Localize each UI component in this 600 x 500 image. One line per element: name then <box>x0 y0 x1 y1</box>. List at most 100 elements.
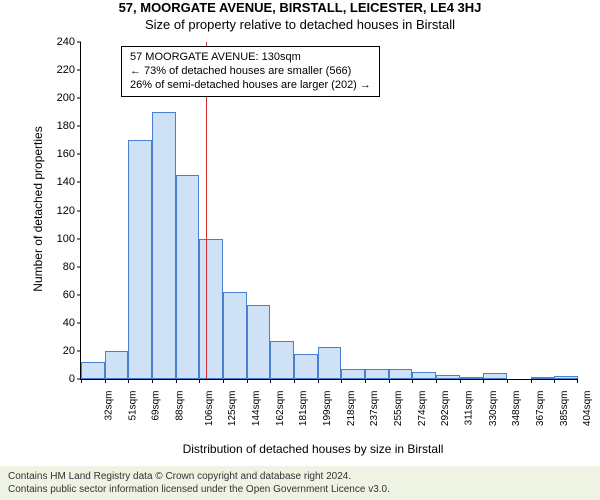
x-tick-label: 125sqm <box>227 391 238 427</box>
x-tick-mark <box>483 379 484 383</box>
annotation-box: 57 MOORGATE AVENUE: 130sqm← 73% of detac… <box>121 46 380 97</box>
x-tick-label: 404sqm <box>582 391 593 427</box>
histogram-bar <box>436 375 460 379</box>
x-tick-label: 385sqm <box>559 391 570 427</box>
x-tick-label: 69sqm <box>151 391 162 421</box>
y-tick-mark <box>77 210 81 211</box>
histogram-bar <box>389 369 413 379</box>
x-tick-mark <box>247 379 248 383</box>
x-tick-label: 218sqm <box>346 391 357 427</box>
footer-attribution: Contains HM Land Registry data © Crown c… <box>0 466 600 500</box>
x-tick-label: 367sqm <box>535 391 546 427</box>
y-tick-label: 0 <box>45 373 75 385</box>
x-tick-label: 199sqm <box>322 391 333 427</box>
x-tick-mark <box>436 379 437 383</box>
histogram-bar <box>412 372 436 379</box>
x-tick-mark <box>460 379 461 383</box>
x-tick-mark <box>199 379 200 383</box>
y-tick-label: 40 <box>45 317 75 329</box>
annotation-line: ← 73% of detached houses are smaller (56… <box>130 65 371 79</box>
histogram-bar <box>460 377 484 379</box>
x-tick-label: 255sqm <box>393 391 404 427</box>
histogram-bar <box>270 341 294 379</box>
y-tick-label: 80 <box>45 261 75 273</box>
x-tick-mark <box>389 379 390 383</box>
histogram-bar <box>365 369 389 379</box>
page-title: 57, MOORGATE AVENUE, BIRSTALL, LEICESTER… <box>0 0 600 15</box>
histogram-bar <box>81 362 105 379</box>
x-tick-label: 162sqm <box>275 391 286 427</box>
x-tick-mark <box>105 379 106 383</box>
y-tick-mark <box>77 322 81 323</box>
footer-line: Contains public sector information licen… <box>8 483 592 496</box>
x-tick-label: 106sqm <box>204 391 215 427</box>
histogram-bar <box>294 354 318 379</box>
y-tick-mark <box>77 42 81 43</box>
x-tick-mark <box>554 379 555 383</box>
histogram-bar <box>199 239 223 379</box>
histogram-bar <box>531 377 555 379</box>
x-tick-label: 348sqm <box>511 391 522 427</box>
annotation-line: 57 MOORGATE AVENUE: 130sqm <box>130 51 371 65</box>
x-tick-label: 32sqm <box>104 391 115 421</box>
x-tick-mark <box>412 379 413 383</box>
x-tick-mark <box>507 379 508 383</box>
x-tick-mark <box>270 379 271 383</box>
x-tick-mark <box>81 379 82 383</box>
y-tick-label: 240 <box>45 36 75 48</box>
x-tick-label: 88sqm <box>175 391 186 421</box>
y-tick-label: 20 <box>45 345 75 357</box>
x-tick-label: 330sqm <box>488 391 499 427</box>
y-tick-mark <box>77 350 81 351</box>
y-tick-mark <box>77 294 81 295</box>
x-tick-mark <box>152 379 153 383</box>
x-tick-mark <box>318 379 319 383</box>
x-tick-label: 237sqm <box>369 391 380 427</box>
histogram-bar <box>554 376 578 379</box>
y-tick-label: 100 <box>45 233 75 245</box>
histogram-bar <box>247 305 271 379</box>
x-tick-label: 51sqm <box>127 391 138 421</box>
page-subtitle: Size of property relative to detached ho… <box>0 17 600 32</box>
x-tick-mark <box>577 379 578 383</box>
x-tick-mark <box>128 379 129 383</box>
y-tick-mark <box>77 70 81 71</box>
x-tick-mark <box>341 379 342 383</box>
x-axis-label: Distribution of detached houses by size … <box>48 442 578 456</box>
histogram-bar <box>105 351 129 379</box>
histogram-bar <box>128 140 152 379</box>
x-tick-label: 311sqm <box>463 391 474 426</box>
plot-area: 02040608010012014016018020022024032sqm51… <box>80 42 578 380</box>
y-tick-label: 60 <box>45 289 75 301</box>
y-tick-mark <box>77 238 81 239</box>
histogram-bar <box>318 347 342 379</box>
histogram-bar <box>223 292 247 379</box>
y-axis-label: Number of detached properties <box>31 109 45 309</box>
x-tick-mark <box>223 379 224 383</box>
y-tick-label: 120 <box>45 205 75 217</box>
x-tick-label: 181sqm <box>298 391 309 427</box>
histogram-bar <box>341 369 365 379</box>
y-tick-mark <box>77 154 81 155</box>
y-tick-label: 200 <box>45 92 75 104</box>
x-tick-label: 292sqm <box>440 391 451 427</box>
y-tick-label: 220 <box>45 64 75 76</box>
x-tick-mark <box>365 379 366 383</box>
annotation-line: 26% of semi-detached houses are larger (… <box>130 79 371 93</box>
histogram-bar <box>176 175 200 379</box>
y-tick-mark <box>77 266 81 267</box>
histogram-chart: Number of detached properties 0204060801… <box>48 42 578 420</box>
y-tick-label: 140 <box>45 176 75 188</box>
x-tick-mark <box>176 379 177 383</box>
x-tick-label: 274sqm <box>417 391 428 427</box>
y-tick-mark <box>77 98 81 99</box>
histogram-bar <box>152 112 176 379</box>
histogram-bar <box>483 373 507 379</box>
y-tick-label: 160 <box>45 148 75 160</box>
footer-line: Contains HM Land Registry data © Crown c… <box>8 470 592 483</box>
x-tick-mark <box>294 379 295 383</box>
x-tick-label: 144sqm <box>251 391 262 427</box>
x-tick-mark <box>531 379 532 383</box>
y-tick-mark <box>77 182 81 183</box>
y-tick-label: 180 <box>45 120 75 132</box>
